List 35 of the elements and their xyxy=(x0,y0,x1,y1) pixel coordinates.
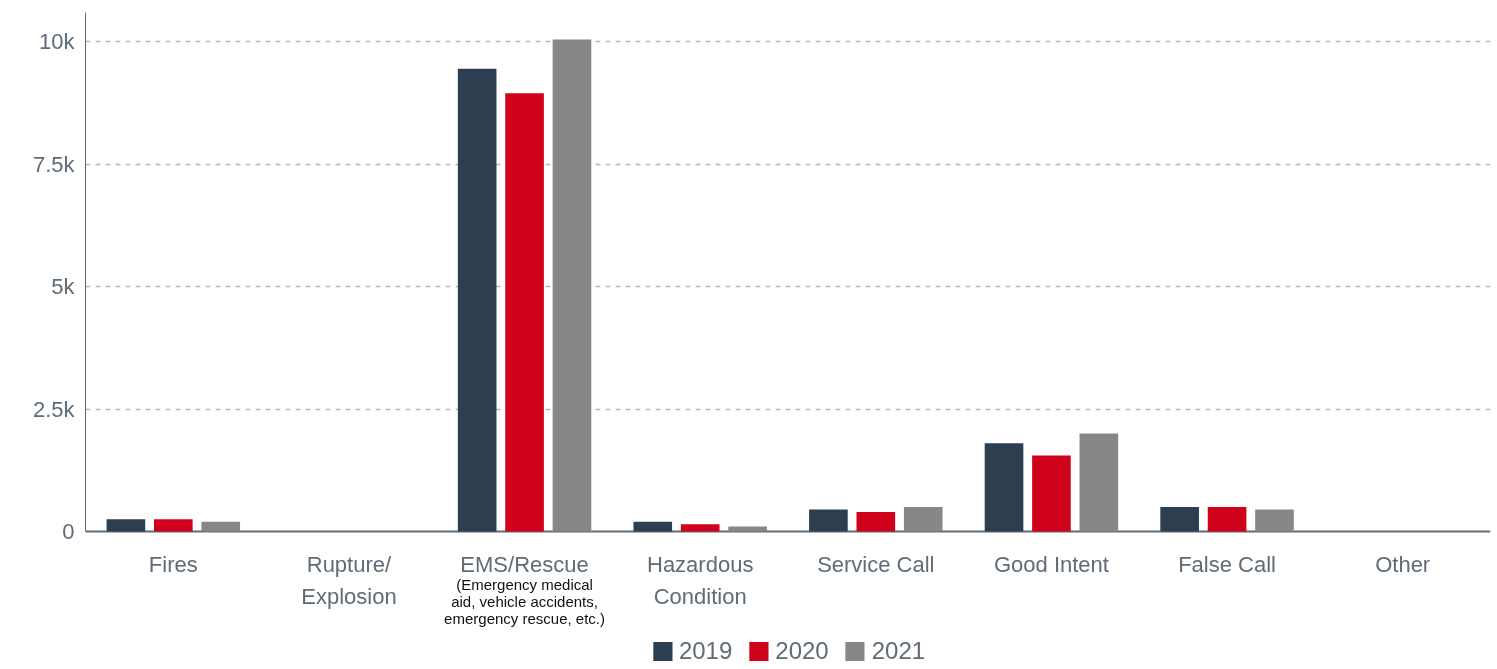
x-tick-label: False Call xyxy=(1178,551,1276,577)
bar xyxy=(1207,507,1247,532)
bar xyxy=(809,509,848,532)
bar xyxy=(903,507,943,532)
bar xyxy=(552,39,592,532)
bar xyxy=(1255,509,1294,532)
legend-label: 2019 xyxy=(678,637,733,665)
x-tick-label: Service Call xyxy=(817,551,935,577)
bar xyxy=(201,521,241,532)
bar xyxy=(1032,455,1071,532)
text: (Emergency medical aid, vehicle accidents, emergency rescue, etc.) xyxy=(444,575,606,627)
bar xyxy=(153,519,193,532)
bar xyxy=(680,524,720,532)
bar xyxy=(505,93,544,532)
x-tick-label: Fires xyxy=(148,551,198,577)
bar xyxy=(984,443,1024,532)
bar xyxy=(106,519,146,532)
x-tick-label: Rupture/ Explosion xyxy=(301,551,397,609)
bar xyxy=(1160,507,1199,532)
y-tick-label: 10k xyxy=(39,29,76,55)
x-tick-label: Other xyxy=(1375,551,1431,577)
y-tick-label: 2.5k xyxy=(32,396,76,422)
y-tick-label: 0 xyxy=(62,519,75,544)
x-tick-label: Hazardous Condition xyxy=(646,551,754,609)
y-tick-label: 5k xyxy=(51,274,76,300)
bar xyxy=(633,521,673,532)
x-tick-label: EMS/Rescue xyxy=(460,551,589,577)
bar xyxy=(457,68,497,532)
bar xyxy=(728,526,767,532)
legend-label: 2020 xyxy=(775,637,829,665)
bar xyxy=(856,511,896,532)
y-tick-label: 7.5k xyxy=(32,151,76,177)
legend-label: 2021 xyxy=(871,637,926,665)
bar xyxy=(1079,433,1119,532)
x-tick-label: Good Intent xyxy=(993,551,1109,577)
